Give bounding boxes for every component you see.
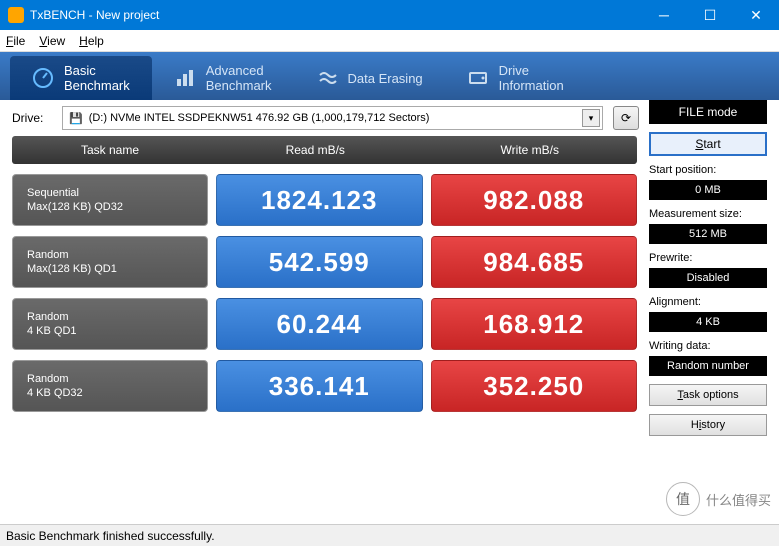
watermark-text: 什么值得买 [706, 490, 771, 509]
result-row: SequentialMax(128 KB) QD321824.123982.08… [12, 174, 637, 226]
sidebar: FILE mode Start Start position: 0 MB Mea… [649, 136, 767, 436]
result-row: Random4 KB QD160.244168.912 [12, 298, 637, 350]
read-value: 60.244 [216, 298, 423, 350]
watermark-icon: 值 [666, 482, 700, 516]
header-read: Read mB/s [208, 143, 423, 157]
measurement-size-value: 512 MB [649, 224, 767, 244]
drive-select[interactable]: 💾 (D:) NVMe INTEL SSDPEKNW51 476.92 GB (… [62, 106, 603, 130]
erase-icon [316, 67, 338, 89]
menu-bar: File View Help [0, 30, 779, 52]
results-header: Task name Read mB/s Write mB/s [12, 136, 637, 164]
read-value: 1824.123 [216, 174, 423, 226]
watermark: 值 什么值得买 [666, 482, 771, 516]
tab-basic-benchmark[interactable]: BasicBenchmark [10, 56, 152, 100]
disk-icon: 💾 [69, 112, 83, 125]
writing-data-value: Random number [649, 356, 767, 376]
prewrite-value: Disabled [649, 268, 767, 288]
write-value: 984.685 [431, 236, 638, 288]
drive-label: Drive: [12, 111, 52, 125]
task-name-cell: SequentialMax(128 KB) QD32 [12, 174, 208, 226]
start-position-value: 0 MB [649, 180, 767, 200]
start-button[interactable]: Start [649, 132, 767, 156]
gauge-icon [32, 67, 54, 89]
task-name-cell: Random4 KB QD1 [12, 298, 208, 350]
prewrite-label: Prewrite: [649, 252, 767, 264]
read-value: 336.141 [216, 360, 423, 412]
result-row: RandomMax(128 KB) QD1542.599984.685 [12, 236, 637, 288]
start-position-label: Start position: [649, 164, 767, 176]
menu-file[interactable]: File [6, 34, 25, 48]
write-value: 168.912 [431, 298, 638, 350]
tab-bar: BasicBenchmark AdvancedBenchmark Data Er… [0, 52, 779, 100]
write-value: 982.088 [431, 174, 638, 226]
status-bar: Basic Benchmark finished successfully. [0, 524, 779, 546]
task-name-cell: Random4 KB QD32 [12, 360, 208, 412]
header-write: Write mB/s [423, 143, 638, 157]
tab-advanced-benchmark[interactable]: AdvancedBenchmark [152, 56, 294, 100]
task-options-button[interactable]: Task options [649, 384, 767, 406]
reload-button[interactable]: ⟳ [613, 106, 639, 130]
history-button[interactable]: History [649, 414, 767, 436]
measurement-size-label: Measurement size: [649, 208, 767, 220]
menu-view[interactable]: View [39, 34, 65, 48]
task-name-cell: RandomMax(128 KB) QD1 [12, 236, 208, 288]
chart-icon [174, 67, 196, 89]
minimize-button[interactable]: ─ [641, 0, 687, 30]
writing-data-label: Writing data: [649, 340, 767, 352]
window-title: TxBENCH - New project [30, 8, 159, 22]
menu-help[interactable]: Help [79, 34, 104, 48]
alignment-value: 4 KB [649, 312, 767, 332]
drive-select-value: (D:) NVMe INTEL SSDPEKNW51 476.92 GB (1,… [89, 112, 430, 124]
window-titlebar: TxBENCH - New project ─ ☐ ✕ [0, 0, 779, 30]
header-task: Task name [12, 143, 208, 157]
reload-icon: ⟳ [621, 111, 631, 125]
chevron-down-icon[interactable]: ▾ [582, 109, 600, 127]
read-value: 542.599 [216, 236, 423, 288]
maximize-button[interactable]: ☐ [687, 0, 733, 30]
alignment-label: Alignment: [649, 296, 767, 308]
result-row: Random4 KB QD32336.141352.250 [12, 360, 637, 412]
write-value: 352.250 [431, 360, 638, 412]
file-mode-button[interactable]: FILE mode [649, 100, 767, 124]
tab-data-erasing[interactable]: Data Erasing [294, 56, 445, 100]
app-icon [8, 7, 24, 23]
tab-drive-information[interactable]: DriveInformation [445, 56, 586, 100]
close-button[interactable]: ✕ [733, 0, 779, 30]
benchmark-panel: Task name Read mB/s Write mB/s Sequentia… [12, 136, 637, 436]
drive-icon [467, 67, 489, 89]
